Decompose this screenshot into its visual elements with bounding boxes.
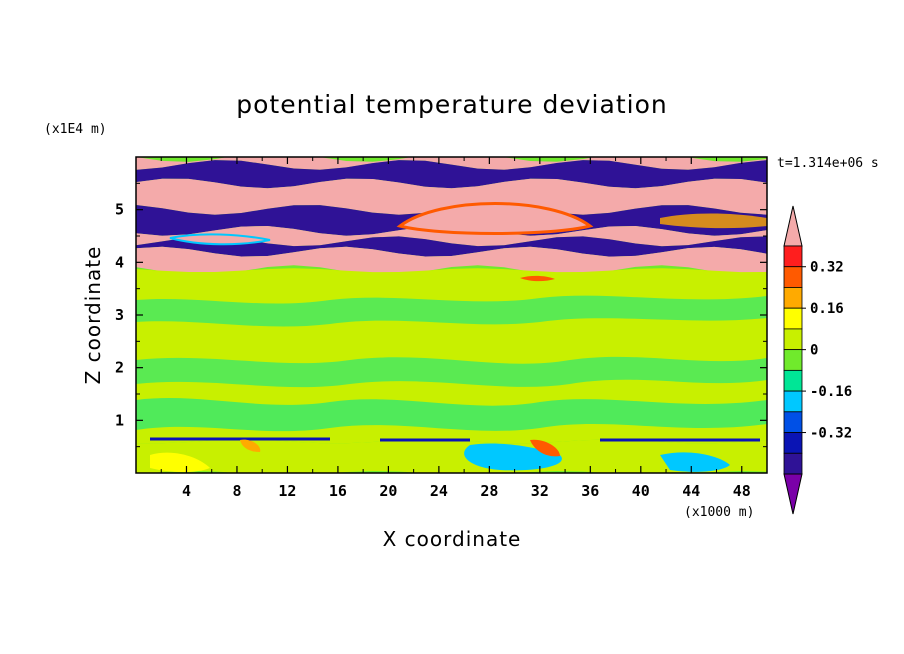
y-tick-label: 3 <box>115 306 124 324</box>
y-tick-label: 1 <box>115 411 124 429</box>
field-layer <box>136 439 767 473</box>
x-tick-label: 36 <box>581 482 599 500</box>
y-tick-label: 5 <box>115 201 124 219</box>
colorbar: 0.32 0.16 0 -0.16 -0.32 <box>783 205 852 515</box>
field-patch <box>136 295 767 327</box>
field-features <box>136 202 767 473</box>
y-tick-label: 2 <box>115 359 124 377</box>
colorbar-segment <box>783 369 803 392</box>
colorbar-segment <box>783 307 803 330</box>
x-tick-label: 48 <box>733 482 751 500</box>
x-tick-label: 28 <box>480 482 498 500</box>
x-tick-label: 32 <box>531 482 549 500</box>
colorbar-top-arrow <box>783 205 803 247</box>
field-patch <box>136 398 767 432</box>
warm-lens <box>396 202 594 235</box>
warm-lens <box>169 233 271 246</box>
x-tick-label: 12 <box>278 482 296 500</box>
colorbar-segment <box>783 432 803 454</box>
field-layer <box>136 178 767 215</box>
x-tick-label: 44 <box>682 482 700 500</box>
field-layer <box>136 246 767 275</box>
warm-patch <box>240 439 261 452</box>
x-tick-label: 20 <box>379 482 397 500</box>
x-tick-label: 40 <box>632 482 650 500</box>
y-axis-label: Z coordinate <box>81 246 105 385</box>
x-tick-label: 4 <box>182 482 191 500</box>
colorbar-segment <box>783 287 803 309</box>
interface-line <box>150 437 760 442</box>
x-tick-label: 16 <box>329 482 347 500</box>
x-axis-label: X coordinate <box>383 527 522 551</box>
colorbar-tick-label: 0 <box>810 343 818 359</box>
y-ticks: 1 2 3 4 5 <box>115 182 767 448</box>
x-ticks: 4 8 12 16 20 24 28 32 36 40 44 48 <box>160 157 751 500</box>
cyan-patch <box>660 452 730 472</box>
field-layer <box>136 226 767 247</box>
colorbar-tick-label: 0.32 <box>810 260 844 276</box>
colorbar-segment <box>783 411 803 433</box>
warm-patch <box>530 439 560 457</box>
cyan-patch <box>464 443 562 471</box>
x-unit-label: (x1000 m) <box>684 505 754 520</box>
y-unit-label: (x1E4 m) <box>44 122 107 137</box>
plot-area <box>136 157 767 473</box>
colorbar-segment <box>783 245 803 268</box>
colorbar-segment <box>783 328 803 351</box>
colorbar-segment <box>783 349 803 371</box>
colorbar-bottom-arrow <box>783 473 803 515</box>
time-label: t=1.314e+06 s <box>777 156 879 171</box>
colorbar-segment <box>783 390 803 413</box>
field-layer <box>136 160 767 189</box>
y-tick-label: 4 <box>115 253 124 271</box>
colorbar-segment <box>783 266 803 288</box>
field-patch <box>136 356 767 388</box>
colorbar-tick-label: -0.32 <box>810 426 852 442</box>
x-tick-label: 24 <box>430 482 448 500</box>
warm-patch <box>150 452 210 473</box>
chart-title: potential temperature deviation <box>236 90 667 119</box>
x-tick-label: 8 <box>232 482 241 500</box>
colorbar-tick-label: 0.16 <box>810 301 844 317</box>
field-layer <box>136 236 767 257</box>
warm-lens <box>660 213 767 229</box>
colorbar-tick-label: -0.16 <box>810 384 852 400</box>
colorbar-segment <box>783 452 803 475</box>
warm-lens <box>520 275 555 282</box>
field-layer <box>136 157 767 170</box>
